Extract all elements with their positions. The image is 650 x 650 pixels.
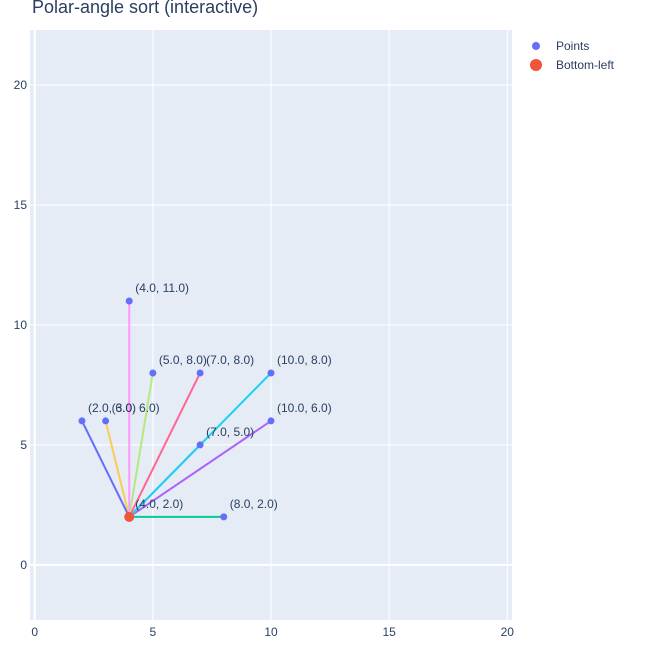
point-label: (7.0, 5.0)	[206, 425, 254, 439]
legend-item-bottom-left[interactable]: Bottom-left	[530, 55, 614, 74]
gridlines	[30, 30, 512, 620]
point-label: (5.0, 8.0)	[159, 353, 207, 367]
chart-title: Polar-angle sort (interactive)	[32, 0, 259, 17]
bottom-left-point	[124, 511, 135, 522]
angle-segment	[128, 372, 202, 518]
angle-segment	[128, 372, 154, 518]
y-tick-label: 15	[14, 198, 28, 212]
data-point	[149, 369, 157, 377]
legend: Points Bottom-left	[530, 36, 614, 74]
y-tick-label: 10	[14, 318, 28, 332]
point-labels: (8.0, 2.0) (10.0, 6.0) (7.0, 5.0) (10.0, 8.…	[88, 281, 332, 511]
y-tick-label: 20	[14, 78, 28, 92]
point-label: (3.0, 6.0)	[112, 401, 160, 415]
data-point	[220, 513, 228, 521]
angle-segment	[104, 420, 131, 518]
data-point	[125, 297, 133, 305]
x-tick-label: 5	[150, 625, 157, 639]
bottom-left-marker-icon	[530, 58, 542, 71]
point-label: (7.0, 8.0)	[206, 353, 254, 367]
y-tick-label: 0	[20, 558, 27, 572]
legend-item-points[interactable]: Points	[530, 36, 614, 55]
legend-label-points: Points	[556, 38, 590, 53]
point-label: (10.0, 8.0)	[277, 353, 332, 367]
angle-segment	[128, 420, 272, 518]
data-point	[102, 417, 110, 425]
angle-segment	[81, 420, 131, 518]
data-points	[78, 297, 275, 522]
data-point	[196, 441, 204, 449]
legend-label-bottom-left: Bottom-left	[556, 57, 615, 72]
x-tick-label: 10	[264, 625, 278, 639]
data-point	[196, 369, 204, 377]
point-label: (2.0, 6.0)	[88, 401, 136, 415]
point-label: (4.0, 2.0)	[135, 497, 183, 511]
data-point	[78, 417, 86, 425]
data-point	[267, 417, 275, 425]
point-label: (10.0, 6.0)	[277, 401, 332, 415]
x-tick-label: 0	[31, 625, 38, 639]
points-marker-icon	[532, 41, 540, 50]
x-tick-label: 20	[501, 625, 515, 639]
x-axis-ticks: 0 5 10 15 20	[31, 625, 514, 639]
x-tick-label: 15	[382, 625, 396, 639]
point-label: (8.0, 2.0)	[230, 497, 278, 511]
point-label: (4.0, 11.0)	[135, 281, 189, 295]
data-point	[267, 369, 275, 377]
y-tick-label: 5	[20, 438, 27, 452]
y-axis-ticks: 0 5 10 15 20	[14, 78, 28, 572]
